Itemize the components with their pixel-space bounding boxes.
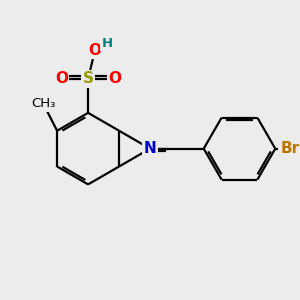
Text: S: S: [145, 141, 156, 156]
Text: CH₃: CH₃: [31, 98, 56, 110]
Text: H: H: [102, 37, 113, 50]
Text: O: O: [55, 71, 68, 86]
Text: Br: Br: [281, 141, 300, 156]
Text: S: S: [82, 71, 94, 86]
Text: N: N: [144, 141, 156, 156]
Text: O: O: [108, 71, 122, 86]
Text: O: O: [88, 43, 101, 58]
